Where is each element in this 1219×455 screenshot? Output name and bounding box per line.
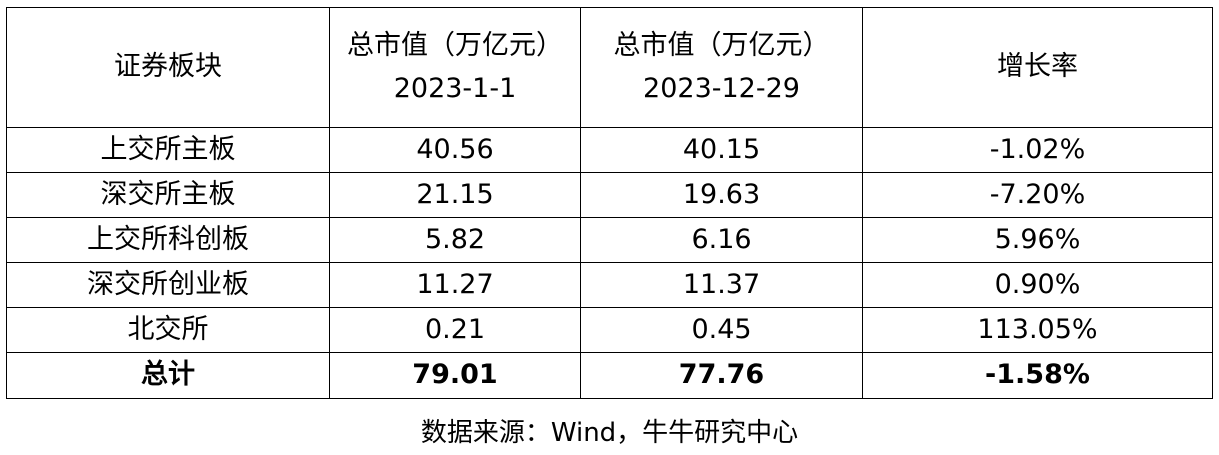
header-end-cap-date: 2023-12-29 bbox=[643, 72, 800, 104]
row-growth: 5.96% bbox=[862, 217, 1213, 263]
row-sector: 深交所主板 bbox=[6, 172, 330, 218]
table-row: 上交所主板 40.56 40.15 -1.02% bbox=[6, 127, 1213, 173]
row-growth: 113.05% bbox=[862, 307, 1213, 353]
header-end-cap: 总市值（万亿元） 2023-12-29 bbox=[580, 7, 863, 128]
data-source-note: 数据来源：Wind，牛牛研究中心 bbox=[420, 418, 799, 448]
row-start-cap: 5.82 bbox=[329, 217, 581, 263]
row-end-cap: 19.63 bbox=[580, 172, 863, 218]
header-end-cap-title: 总市值（万亿元） bbox=[613, 30, 830, 62]
total-end-cap: 77.76 bbox=[580, 352, 863, 399]
row-start-cap: 0.21 bbox=[329, 307, 581, 353]
total-label: 总计 bbox=[6, 352, 330, 399]
row-sector: 深交所创业板 bbox=[6, 262, 330, 308]
table-row: 上交所科创板 5.82 6.16 5.96% bbox=[6, 217, 1213, 263]
table-row: 北交所 0.21 0.45 113.05% bbox=[6, 307, 1213, 353]
table-row: 深交所创业板 11.27 11.37 0.90% bbox=[6, 262, 1213, 308]
row-growth: -1.02% bbox=[862, 127, 1213, 173]
row-end-cap: 6.16 bbox=[580, 217, 863, 263]
header-start-cap-date: 2023-1-1 bbox=[393, 72, 517, 104]
row-sector: 上交所科创板 bbox=[6, 217, 330, 263]
table-total-row: 总计 79.01 77.76 -1.58% bbox=[6, 352, 1213, 399]
row-start-cap: 11.27 bbox=[329, 262, 581, 308]
row-start-cap: 40.56 bbox=[329, 127, 581, 173]
row-end-cap: 40.15 bbox=[580, 127, 863, 173]
market-cap-table: 证券板块 总市值（万亿元） 2023-1-1 总市值（万亿元） 2023-12-… bbox=[6, 7, 1213, 399]
total-growth: -1.58% bbox=[862, 352, 1213, 399]
row-start-cap: 21.15 bbox=[329, 172, 581, 218]
table-row: 深交所主板 21.15 19.63 -7.20% bbox=[6, 172, 1213, 218]
row-end-cap: 0.45 bbox=[580, 307, 863, 353]
row-growth: 0.90% bbox=[862, 262, 1213, 308]
row-sector: 上交所主板 bbox=[6, 127, 330, 173]
row-sector: 北交所 bbox=[6, 307, 330, 353]
header-start-cap-title: 总市值（万亿元） bbox=[347, 30, 563, 62]
total-start-cap: 79.01 bbox=[329, 352, 581, 399]
header-sector: 证券板块 bbox=[6, 7, 330, 128]
header-growth: 增长率 bbox=[862, 7, 1213, 128]
header-start-cap: 总市值（万亿元） 2023-1-1 bbox=[329, 7, 581, 128]
row-growth: -7.20% bbox=[862, 172, 1213, 218]
table-header-row: 证券板块 总市值（万亿元） 2023-1-1 总市值（万亿元） 2023-12-… bbox=[6, 7, 1213, 128]
row-end-cap: 11.37 bbox=[580, 262, 863, 308]
